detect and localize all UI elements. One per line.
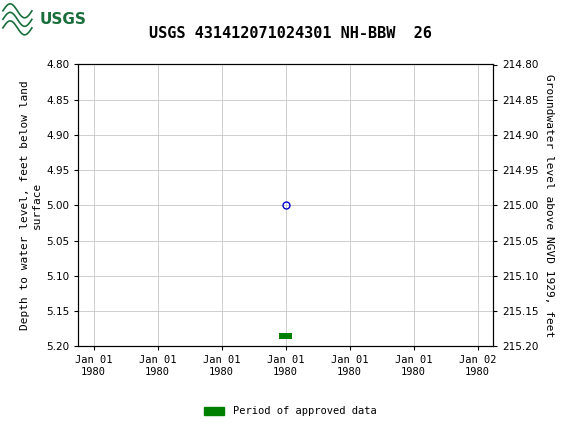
Y-axis label: Depth to water level, feet below land
surface: Depth to water level, feet below land su… <box>20 80 42 330</box>
Bar <box>3 2 72 37</box>
Text: USGS 431412071024301 NH-BBW  26: USGS 431412071024301 NH-BBW 26 <box>148 26 432 41</box>
Bar <box>279 334 292 339</box>
Text: USGS: USGS <box>39 12 86 27</box>
Y-axis label: Groundwater level above NGVD 1929, feet: Groundwater level above NGVD 1929, feet <box>544 74 554 337</box>
Legend: Period of approved data: Period of approved data <box>200 402 380 421</box>
